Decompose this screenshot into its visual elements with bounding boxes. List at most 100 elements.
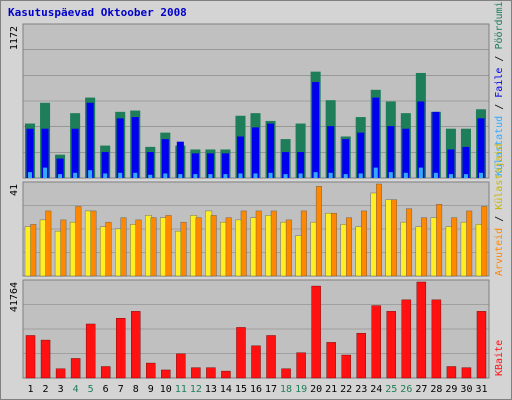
bar-kbytes-day-28 [431, 299, 442, 379]
bar-files-day-4 [71, 128, 79, 178]
x-label-day-10: 10 [160, 384, 172, 395]
legend-pages: Külastatud [494, 116, 505, 176]
bar-visits-day-11 [180, 221, 187, 277]
bar-kbytes-day-13 [206, 367, 216, 379]
x-label-day-15: 15 [235, 384, 247, 395]
legend-separator: / [494, 210, 505, 228]
bar-kbytes-day-30 [461, 367, 472, 379]
bar-kbytes-day-25 [386, 311, 397, 379]
bar-visits-day-19 [300, 210, 307, 277]
bar-pages-day-3 [58, 174, 63, 178]
x-label-day-29: 29 [445, 384, 457, 395]
bar-pages-day-2 [43, 167, 48, 178]
bar-files-day-9 [146, 152, 154, 178]
bar-kbytes-day-17 [266, 335, 276, 379]
bar-visits-day-22 [345, 217, 352, 277]
bar-pages-day-1 [28, 172, 33, 178]
bar-visits-day-9 [150, 217, 157, 277]
y-max-label-top: 1172 [9, 26, 20, 50]
x-label-day-27: 27 [415, 384, 427, 395]
bar-pages-day-4 [73, 172, 78, 178]
bar-files-day-23 [357, 132, 365, 178]
x-label-day-3: 3 [58, 384, 64, 395]
x-label-day-12: 12 [190, 384, 202, 395]
x-label-day-9: 9 [148, 384, 154, 395]
bar-files-day-3 [56, 158, 64, 178]
x-label-day-18: 18 [280, 384, 292, 395]
x-label-day-19: 19 [295, 384, 307, 395]
bar-kbytes-day-19 [296, 352, 306, 379]
x-label-day-21: 21 [325, 384, 337, 395]
bar-kbytes-day-5 [85, 323, 96, 379]
bar-files-day-6 [101, 152, 109, 178]
chart-title: Kasutuspäevad Oktoober 2008 [8, 6, 187, 19]
bar-visits-day-27 [421, 217, 428, 277]
bar-files-day-13 [206, 153, 214, 178]
bar-pages-day-25 [388, 172, 393, 178]
x-label-day-5: 5 [88, 384, 94, 395]
bar-visits-day-17 [270, 210, 277, 277]
x-label-day-13: 13 [205, 384, 217, 395]
bar-kbytes-day-8 [131, 311, 141, 379]
bar-kbytes-day-6 [100, 366, 111, 379]
bar-files-day-29 [447, 149, 455, 178]
bar-visits-day-31 [481, 206, 488, 277]
bar-pages-day-5 [88, 170, 93, 178]
bar-pages-day-13 [208, 174, 213, 178]
bar-visits-day-15 [240, 210, 247, 277]
bar-files-day-14 [221, 153, 229, 178]
panel-bottom [22, 279, 490, 379]
bar-files-day-12 [191, 153, 199, 178]
bar-visits-day-20 [315, 186, 322, 277]
legend-middle: Arvuteid / Külastajaid [494, 144, 505, 276]
legend-hits: Pöördumisi [494, 0, 505, 50]
bar-pages-day-18 [283, 174, 288, 178]
bar-pages-day-30 [463, 174, 468, 178]
bar-pages-day-20 [313, 172, 318, 178]
legend-kbytes: KBaite [494, 340, 505, 376]
bar-pages-day-19 [298, 173, 303, 178]
x-label-day-23: 23 [355, 384, 367, 395]
x-label-day-8: 8 [133, 384, 139, 395]
bar-kbytes-day-24 [371, 305, 381, 379]
legend-separator: / [494, 98, 505, 116]
bar-pages-day-26 [403, 172, 408, 178]
x-label-day-20: 20 [310, 384, 322, 395]
x-axis-day-labels: 1 2 3 4 5 6 7 8 9 10 11 12 13 14 15 16 17 18 19 20 21 22 23 24 2… [28, 384, 488, 395]
bar-kbytes-day-26 [401, 299, 412, 379]
bar-kbytes-day-27 [416, 281, 427, 379]
bar-visits-day-14 [225, 217, 232, 277]
bar-visits-day-21 [330, 212, 337, 277]
x-label-day-7: 7 [118, 384, 124, 395]
bar-visits-day-6 [105, 221, 112, 277]
bar-pages-day-9 [148, 174, 153, 178]
x-label-day-28: 28 [430, 384, 442, 395]
bar-pages-day-8 [133, 172, 138, 178]
bar-pages-day-6 [103, 173, 108, 178]
bar-pages-day-29 [448, 174, 453, 178]
bar-visits-day-8 [135, 219, 142, 277]
y-max-label-bottom: 41764 [9, 282, 20, 312]
bar-files-day-10 [161, 139, 169, 178]
y-axis-max-labels: 1172 41 41764 [9, 26, 20, 312]
legend-bottom: KBaite [494, 340, 505, 376]
legend-top: Külastatud / Faile / Pöördumisi [494, 0, 505, 176]
bar-pages-day-14 [223, 174, 228, 178]
bar-kbytes-day-11 [176, 353, 186, 379]
bar-pages-day-28 [433, 172, 438, 178]
bar-pages-day-27 [418, 167, 423, 178]
bar-files-day-28 [432, 111, 440, 178]
bar-files-day-22 [342, 139, 350, 178]
x-label-day-14: 14 [220, 384, 232, 395]
bar-hits-day-19 [295, 123, 306, 178]
bar-files-day-18 [282, 152, 290, 178]
bar-kbytes-day-21 [326, 342, 336, 379]
bar-files-day-31 [477, 118, 485, 178]
legend-separator: / [494, 50, 505, 68]
x-label-day-26: 26 [400, 384, 412, 395]
bar-kbytes-day-20 [311, 285, 321, 379]
bar-visits-day-25 [391, 199, 398, 277]
bar-files-day-19 [297, 152, 305, 178]
bar-pages-day-31 [478, 172, 483, 178]
bar-pages-day-7 [118, 172, 123, 178]
